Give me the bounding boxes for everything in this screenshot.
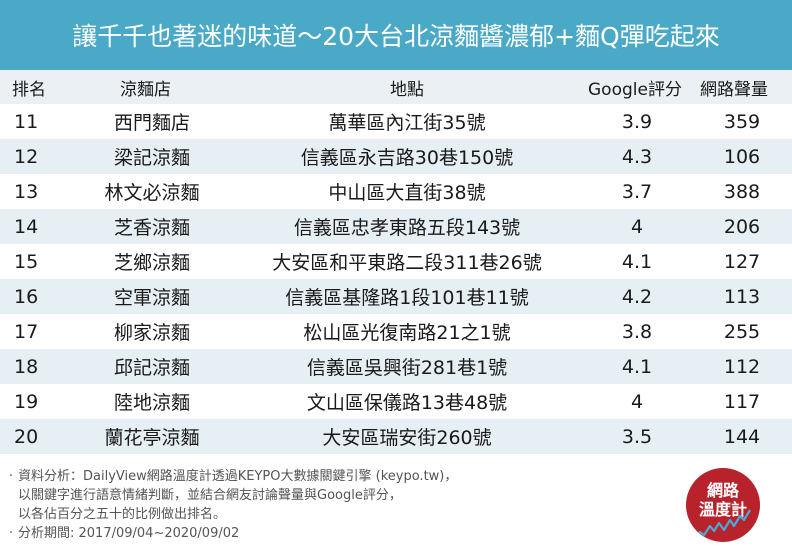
shop-cell: 空軍涼麵 <box>113 287 190 309</box>
shop-cell: 芝香涼麵 <box>113 217 190 239</box>
table-row: 17 柳家涼麵 松山區光復南路21之1號 3.8 255 <box>0 314 792 349</box>
google-score-cell: 4.1 <box>621 250 653 273</box>
shop-cell: 林文必涼麵 <box>104 182 200 204</box>
bullet: · <box>8 469 14 484</box>
google-score-cell: 4.2 <box>621 285 653 308</box>
address-cell: 信義區吳興街281巷1號 <box>306 357 508 379</box>
dailyview-logo: 網路 溫度計 <box>686 468 760 542</box>
table-row: 16 空軍涼麵 信義區基隆路1段101巷11號 4.2 113 <box>0 279 792 314</box>
trend-line-icon <box>693 509 751 539</box>
note-line: 以各佔百分之五十的比例做出排名。 <box>18 507 227 522</box>
table-row: 19 陸地涼麵 文山區保儀路13巷48號 4 117 <box>0 384 792 419</box>
bullet: · <box>8 526 14 541</box>
note-line: · 分析期間: 2017/09/04~2020/09/02 <box>4 524 457 543</box>
volume-cell: 255 <box>723 320 761 343</box>
volume-cell: 388 <box>723 180 761 203</box>
header-shop: 涼麵店 <box>120 79 171 100</box>
address-cell: 萬華區內江街35號 <box>328 112 486 134</box>
volume-cell: 127 <box>723 250 761 273</box>
shop-cell: 梁記涼麵 <box>113 147 190 169</box>
note-line: · 資料分析：DailyView網路溫度計透過KEYPO大數據關鍵引擎 (keyp… <box>4 467 457 486</box>
methodology-notes: · 資料分析：DailyView網路溫度計透過KEYPO大數據關鍵引擎 (keyp… <box>4 467 457 543</box>
table-row: 12 梁記涼麵 信義區永吉路30巷150號 4.3 106 <box>0 139 792 174</box>
google-score-cell: 3.7 <box>621 180 653 203</box>
address-cell: 松山區光復南路21之1號 <box>303 322 511 344</box>
address-cell: 信義區永吉路30巷150號 <box>300 147 514 169</box>
rank-cell: 18 <box>14 355 39 378</box>
header-address: 地點 <box>390 79 424 100</box>
google-score-cell: 4.1 <box>621 355 653 378</box>
address-cell: 大安區瑞安街260號 <box>322 427 492 449</box>
logo-line-2: 溫度計 <box>698 500 747 519</box>
address-cell: 中山區大直街38號 <box>328 182 486 204</box>
rank-cell: 13 <box>14 180 39 203</box>
volume-cell: 206 <box>723 215 761 238</box>
rank-cell: 19 <box>14 390 39 413</box>
volume-cell: 112 <box>723 355 761 378</box>
rank-cell: 17 <box>14 320 39 343</box>
shop-cell: 芝鄉涼麵 <box>113 252 190 274</box>
rank-cell: 15 <box>14 250 39 273</box>
table-row: 11 西門麵店 萬華區內江街35號 3.9 359 <box>0 104 792 139</box>
logo-line-1: 網路 <box>706 481 739 500</box>
rank-cell: 16 <box>14 285 39 308</box>
shop-cell: 柳家涼麵 <box>113 322 190 344</box>
address-cell: 文山區保儀路13巷48號 <box>306 392 508 414</box>
google-score-cell: 3.8 <box>621 320 653 343</box>
google-score-cell: 4 <box>630 215 644 238</box>
note-line: 以關鍵字進行語意情緒判斷，並結合網友討論聲量與Google評分， <box>18 488 402 503</box>
title-banner: 讓千千也著迷的味道～20大台北涼麵醬濃郁+麵Q彈吃起來 <box>0 0 792 70</box>
footer: · 資料分析：DailyView網路溫度計透過KEYPO大數據關鍵引擎 (keyp… <box>0 455 792 556</box>
table-row: 13 林文必涼麵 中山區大直街38號 3.7 388 <box>0 174 792 209</box>
shop-cell: 蘭花亭涼麵 <box>104 427 200 449</box>
table-row: 15 芝鄉涼麵 大安區和平東路二段311巷26號 4.1 127 <box>0 244 792 279</box>
address-cell: 信義區忠孝東路五段143號 <box>293 217 521 239</box>
address-cell: 大安區和平東路二段311巷26號 <box>272 252 542 274</box>
table-header-row: 排名 涼麵店 地點 Google評分 網路聲量 <box>0 70 792 104</box>
google-score-cell: 4.3 <box>621 145 653 168</box>
google-score-cell: 3.5 <box>621 425 653 448</box>
volume-cell: 106 <box>723 145 761 168</box>
rank-cell: 12 <box>14 145 39 168</box>
google-score-cell: 3.9 <box>621 110 653 133</box>
volume-cell: 359 <box>723 110 761 133</box>
volume-cell: 144 <box>723 425 761 448</box>
rank-cell: 11 <box>14 110 39 133</box>
rank-cell: 20 <box>14 425 39 448</box>
shop-cell: 西門麵店 <box>113 112 190 134</box>
address-cell: 信義區基隆路1段101巷11號 <box>285 287 529 309</box>
table-row: 14 芝香涼麵 信義區忠孝東路五段143號 4 206 <box>0 209 792 244</box>
shop-cell: 陸地涼麵 <box>113 392 190 414</box>
header-google-score: Google評分 <box>588 79 682 100</box>
header-rank: 排名 <box>12 79 46 100</box>
page-title: 讓千千也著迷的味道～20大台北涼麵醬濃郁+麵Q彈吃起來 <box>72 22 720 51</box>
rank-cell: 14 <box>14 215 39 238</box>
table-row: 18 邱記涼麵 信義區吳興街281巷1號 4.1 112 <box>0 349 792 384</box>
volume-cell: 113 <box>723 285 761 308</box>
header-volume: 網路聲量 <box>700 79 768 100</box>
volume-cell: 117 <box>723 390 761 413</box>
google-score-cell: 4 <box>630 390 644 413</box>
shop-cell: 邱記涼麵 <box>113 357 190 379</box>
ranking-table: 排名 涼麵店 地點 Google評分 網路聲量 11 西門麵店 萬華區內江街35… <box>0 70 792 454</box>
table-row: 20 蘭花亭涼麵 大安區瑞安街260號 3.5 144 <box>0 419 792 454</box>
